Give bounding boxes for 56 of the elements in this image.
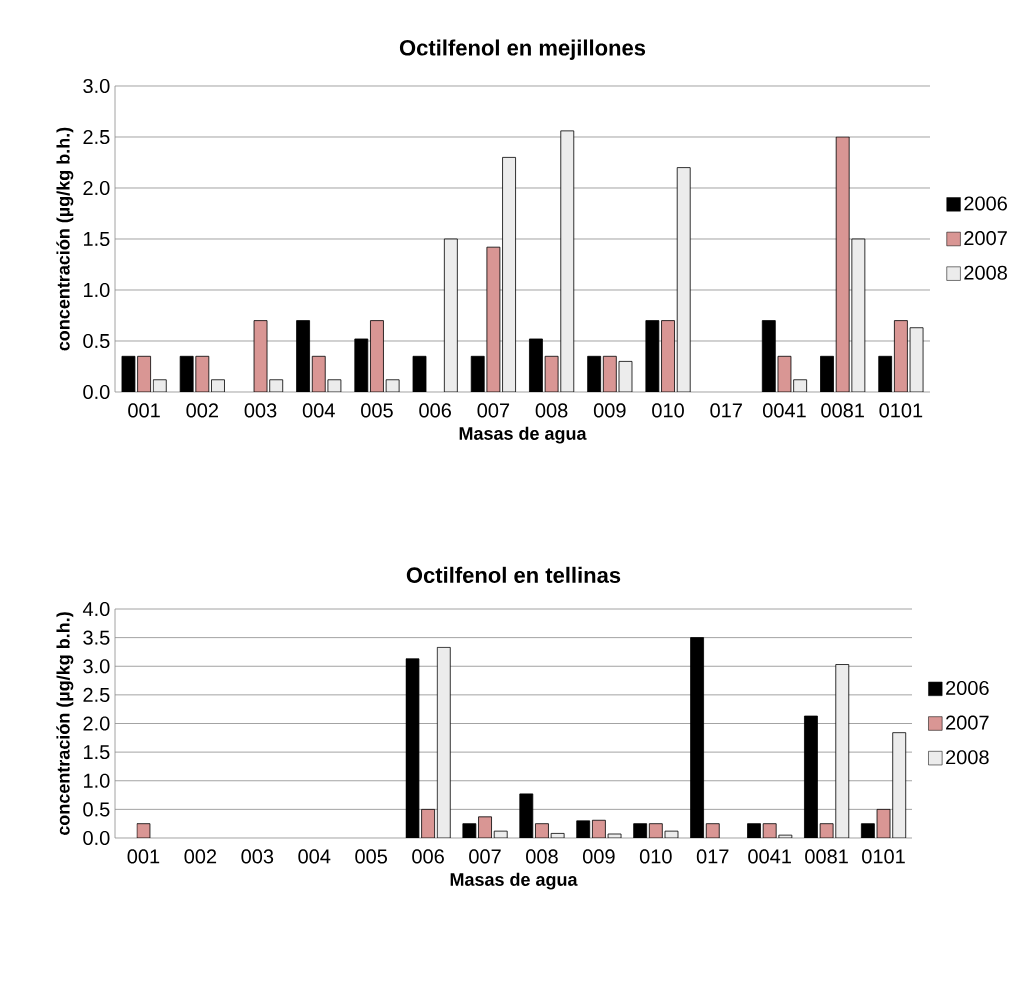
y-tick-label: 3.0 bbox=[83, 659, 110, 674]
x-tick-label: 0041 bbox=[748, 849, 791, 864]
chart-title: Octilfenol en tellinas bbox=[406, 566, 621, 583]
x-tick-label: 003 bbox=[244, 403, 277, 418]
x-tick-label: 017 bbox=[696, 849, 729, 864]
legend-label: 2008 bbox=[946, 750, 989, 765]
x-tick-label: 010 bbox=[639, 849, 672, 864]
x-tick-label: 006 bbox=[412, 849, 444, 864]
y-tick-label: 0.5 bbox=[83, 333, 110, 349]
y-tick-label: 0.5 bbox=[83, 802, 110, 817]
x-tick-label: 007 bbox=[477, 403, 510, 418]
y-tick-label: 3.5 bbox=[83, 630, 110, 645]
y-tick-label: 3.0 bbox=[83, 78, 110, 94]
x-tick-label: 017 bbox=[710, 403, 742, 418]
legend-label: 2008 bbox=[964, 265, 1007, 280]
x-tick-label: 008 bbox=[526, 849, 558, 864]
x-tick-label: 004 bbox=[302, 403, 335, 418]
x-tick-label: 005 bbox=[361, 403, 393, 418]
x-tick-label: 001 bbox=[128, 403, 160, 418]
x-tick-label: 009 bbox=[593, 403, 626, 418]
x-tick-label: 0081 bbox=[821, 403, 864, 418]
x-tick-label: 007 bbox=[469, 849, 501, 864]
y-tick-label: 2.0 bbox=[83, 716, 110, 731]
x-axis-title: Masas de agua bbox=[459, 426, 587, 444]
y-tick-label: 0.0 bbox=[83, 830, 110, 846]
y-tick-label: 1.5 bbox=[84, 745, 110, 760]
x-tick-label: 006 bbox=[419, 403, 451, 418]
y-tick-label: 1.5 bbox=[84, 232, 110, 246]
x-tick-label: 0101 bbox=[879, 403, 923, 418]
y-axis-title: concentración (µg/kg b.h.) bbox=[56, 127, 74, 351]
x-tick-label: 0101 bbox=[862, 849, 905, 864]
legend-label: 2007 bbox=[946, 715, 989, 730]
legend-label: 2007 bbox=[964, 231, 1007, 246]
y-tick-label: 2.5 bbox=[83, 687, 110, 702]
legend-label: 2006 bbox=[946, 680, 989, 696]
x-tick-label: 0081 bbox=[805, 849, 848, 864]
x-tick-label: 002 bbox=[186, 403, 218, 418]
y-axis-title: concentración (µg/kg b.h.) bbox=[56, 612, 74, 835]
x-tick-label: 008 bbox=[535, 403, 568, 418]
y-tick-label: 4.0 bbox=[82, 601, 110, 617]
x-tick-label: 005 bbox=[355, 849, 388, 864]
x-tick-label: 010 bbox=[652, 403, 684, 418]
x-tick-label: 009 bbox=[582, 849, 615, 864]
chart-title: Octilfenol en mejillones bbox=[399, 39, 646, 60]
y-tick-label: 1.0 bbox=[84, 282, 110, 298]
x-axis-title: Masas de agua bbox=[450, 872, 578, 890]
x-tick-label: 003 bbox=[241, 849, 274, 864]
y-tick-label: 2.5 bbox=[83, 129, 110, 145]
y-tick-label: 0.0 bbox=[83, 384, 110, 400]
x-tick-label: 004 bbox=[298, 849, 331, 864]
y-tick-label: 1.0 bbox=[84, 773, 110, 788]
x-tick-label: 002 bbox=[184, 849, 217, 864]
x-tick-label: 001 bbox=[127, 849, 160, 864]
y-tick-label: 2.0 bbox=[83, 180, 110, 196]
legend-label: 2006 bbox=[964, 196, 1007, 211]
x-tick-label: 0041 bbox=[763, 403, 806, 418]
